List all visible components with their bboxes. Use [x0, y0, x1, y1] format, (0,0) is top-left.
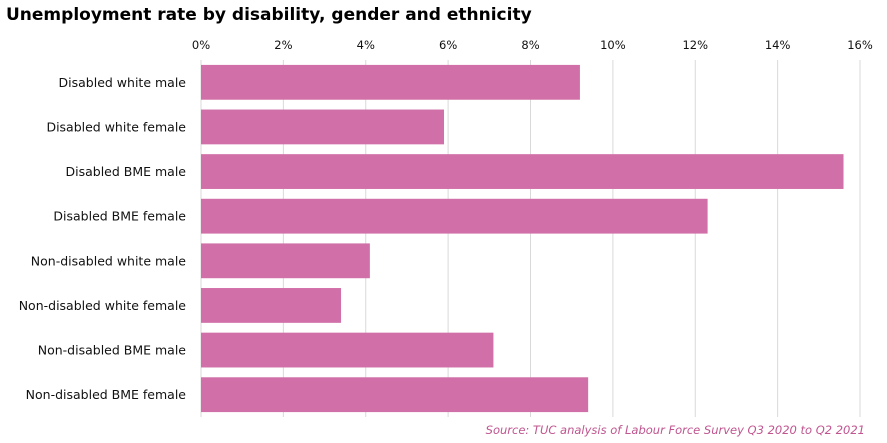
x-tick-label: 0%: [192, 38, 210, 52]
bar: [201, 154, 844, 189]
x-tick-label: 4%: [357, 38, 375, 52]
source-note: Source: TUC analysis of Labour Force Sur…: [485, 423, 865, 437]
x-tick-label: 8%: [521, 38, 539, 52]
category-label: Disabled white male: [59, 75, 187, 90]
x-tick-label: 10%: [600, 38, 626, 52]
x-tick-label: 6%: [439, 38, 457, 52]
category-label: Disabled BME female: [53, 209, 186, 224]
x-axis-ticks: 0% 2% 4% 6% 8% 10% 12% 14% 16%: [192, 38, 873, 52]
category-label: Disabled white female: [46, 119, 186, 134]
category-label: Non-disabled BME male: [38, 343, 187, 358]
bar: [201, 64, 580, 100]
category-label: Non-disabled BME female: [26, 387, 187, 402]
bars: [201, 64, 844, 413]
x-tick-label: 16%: [847, 38, 873, 52]
chart-title: Unemployment rate by disability, gender …: [6, 5, 532, 25]
category-labels: Disabled white male Disabled white female…: [19, 75, 187, 402]
category-label: Disabled BME male: [65, 164, 186, 179]
x-tick-label: 14%: [765, 38, 791, 52]
bar: [201, 332, 494, 368]
category-label: Non-disabled white male: [31, 253, 187, 268]
category-label: Non-disabled white female: [19, 298, 187, 313]
x-tick-label: 12%: [682, 38, 708, 52]
bar: [201, 198, 708, 234]
bar: [201, 109, 445, 145]
bar: [201, 288, 342, 323]
x-tick-label: 2%: [274, 38, 292, 52]
bar: [201, 243, 370, 279]
bar: [201, 377, 589, 413]
